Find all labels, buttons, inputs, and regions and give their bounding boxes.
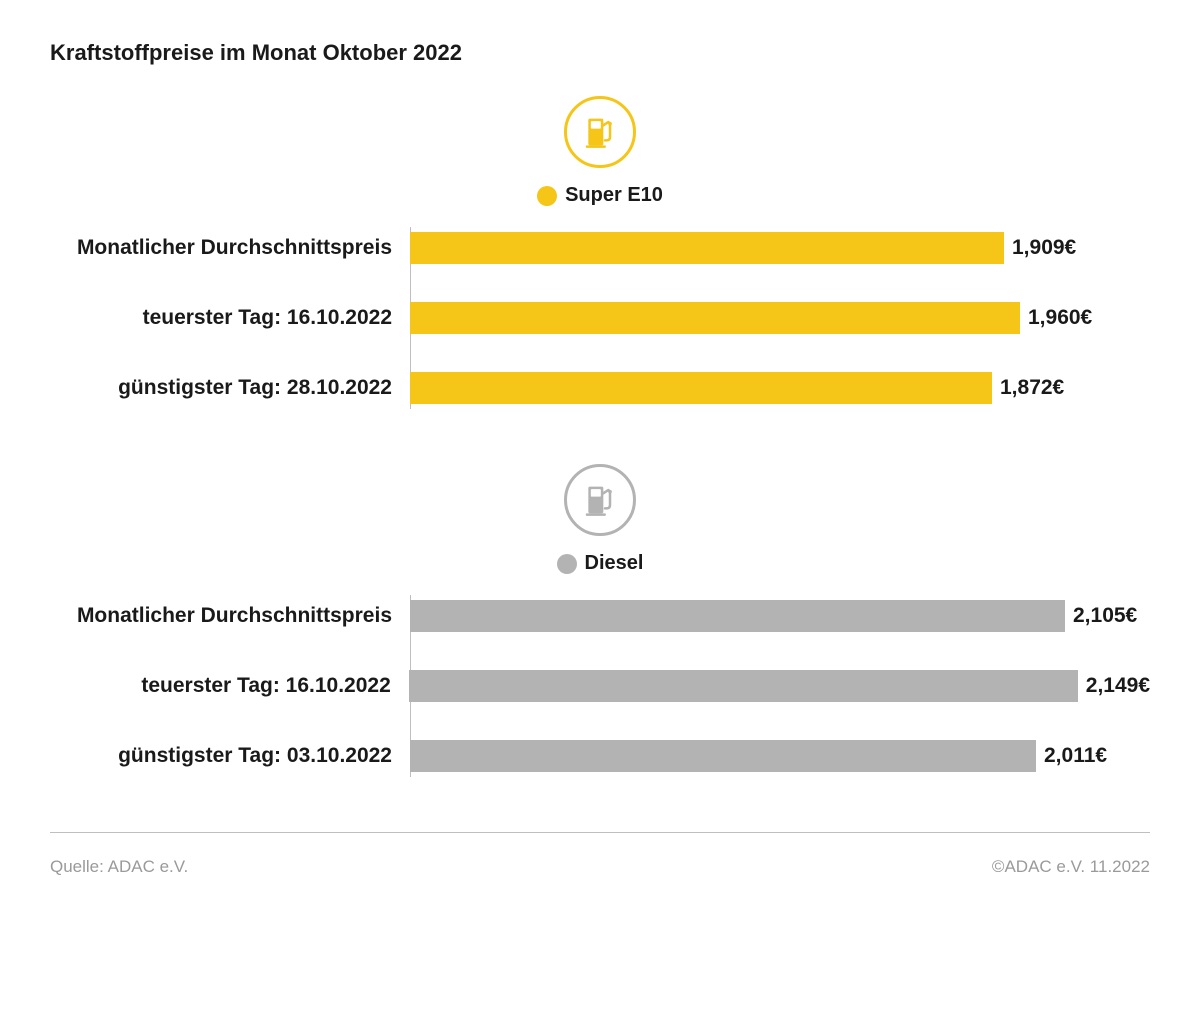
bar-track: 2,105€ (410, 600, 1150, 632)
copyright-text: ©ADAC e.V. 11.2022 (992, 857, 1150, 877)
footer: Quelle: ADAC e.V. ©ADAC e.V. 11.2022 (50, 833, 1150, 877)
bar-fill (409, 670, 1078, 702)
bar-label: teuerster Tag: 16.10.2022 (50, 306, 410, 330)
bar-value: 2,149€ (1086, 674, 1150, 698)
bar-row: günstigster Tag: 03.10.2022 2,011€ (50, 735, 1150, 777)
legend: Diesel (50, 552, 1150, 575)
bar-value: 2,105€ (1073, 604, 1137, 628)
bar-value: 1,960€ (1028, 306, 1092, 330)
bar-track: 1,960€ (410, 302, 1150, 334)
bars-area: Monatlicher Durchschnittspreis 2,105€ teue… (50, 595, 1150, 777)
bar-value: 2,011€ (1044, 744, 1107, 768)
bar-label: Monatlicher Durchschnittspreis (50, 604, 410, 628)
bar-track: 1,872€ (410, 372, 1150, 404)
bars-area: Monatlicher Durchschnittspreis 1,909€ teue… (50, 227, 1150, 409)
bar-label: günstigster Tag: 03.10.2022 (50, 744, 410, 768)
legend-dot (557, 554, 577, 574)
bar-row: Monatlicher Durchschnittspreis 1,909€ (50, 227, 1150, 269)
bar-track: 1,909€ (410, 232, 1150, 264)
bar-fill (410, 372, 992, 404)
bar-fill (410, 600, 1065, 632)
bar-fill (410, 302, 1020, 334)
bar-row: teuerster Tag: 16.10.2022 1,960€ (50, 297, 1150, 339)
legend-label: Super E10 (565, 184, 663, 207)
section-header: Diesel (50, 464, 1150, 575)
fuel-pump-icon (564, 96, 636, 168)
section-diesel: Diesel Monatlicher Durchschnittspreis 2,10… (50, 464, 1150, 777)
legend: Super E10 (50, 184, 1150, 207)
bar-track: 2,011€ (410, 740, 1150, 772)
legend-dot (537, 186, 557, 206)
bar-label: teuerster Tag: 16.10.2022 (50, 674, 409, 698)
chart-title: Kraftstoffpreise im Monat Oktober 2022 (50, 40, 1150, 66)
bar-row: Monatlicher Durchschnittspreis 2,105€ (50, 595, 1150, 637)
source-text: Quelle: ADAC e.V. (50, 857, 188, 877)
bar-value: 1,872€ (1000, 376, 1064, 400)
sections-container: Super E10 Monatlicher Durchschnittspreis 1… (50, 96, 1150, 777)
bar-fill (410, 740, 1036, 772)
legend-label: Diesel (585, 552, 644, 575)
section-header: Super E10 (50, 96, 1150, 207)
bar-value: 1,909€ (1012, 236, 1076, 260)
section-super_e10: Super E10 Monatlicher Durchschnittspreis 1… (50, 96, 1150, 409)
fuel-pump-icon (564, 464, 636, 536)
bar-label: Monatlicher Durchschnittspreis (50, 236, 410, 260)
bar-row: günstigster Tag: 28.10.2022 1,872€ (50, 367, 1150, 409)
bar-row: teuerster Tag: 16.10.2022 2,149€ (50, 665, 1150, 707)
bar-track: 2,149€ (409, 670, 1150, 702)
bar-fill (410, 232, 1004, 264)
bar-label: günstigster Tag: 28.10.2022 (50, 376, 410, 400)
